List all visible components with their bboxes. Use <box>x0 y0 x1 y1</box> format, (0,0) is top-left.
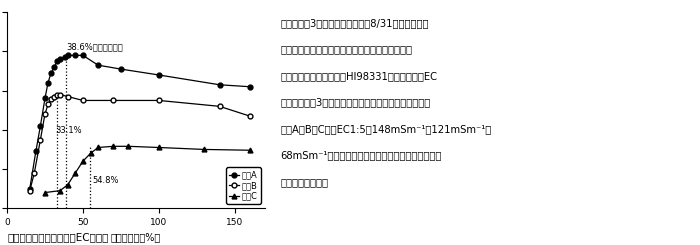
Text: を測定。測定3反復の平均値をプロット。供試土壌は、: を測定。測定3反復の平均値をプロット。供試土壌は、 <box>280 98 430 108</box>
Text: がペースト状になるまでは、ビニール袋内で土壌: がペースト状になるまでは、ビニール袋内で土壌 <box>280 45 412 55</box>
Text: 68mSm⁻¹、土壌分類が中粗粒グライ土、中粘粒褐色: 68mSm⁻¹、土壌分類が中粗粒グライ土、中粘粒褐色 <box>280 150 442 160</box>
Text: 土壌A、B、C順にEC1:5が148mSm⁻¹、121mSm⁻¹、: 土壌A、B、C順にEC1:5が148mSm⁻¹、121mSm⁻¹、 <box>280 124 491 134</box>
Legend: 土壌A, 土壌B, 土壌C: 土壌A, 土壌B, 土壌C <box>226 167 261 204</box>
Text: 岩手県沿岸3カ所の土壌を供試（8/31採取）。土壌: 岩手県沿岸3カ所の土壌を供試（8/31採取）。土壌 <box>280 18 429 28</box>
Text: を手で握った圧密条件でHI98331を用いて土壌EC: を手で握った圧密条件でHI98331を用いて土壌EC <box>280 71 438 81</box>
Text: 54.8%: 54.8% <box>92 176 119 185</box>
X-axis label: 土壌含水比（%）: 土壌含水比（%） <box>111 233 161 243</box>
Text: 33.1%: 33.1% <box>56 126 83 135</box>
Text: 低地土、黒泥土。: 低地土、黒泥土。 <box>280 177 328 187</box>
Text: 図２　土壌含水比と土壌ECの関係: 図２ 土壌含水比と土壌ECの関係 <box>7 233 108 243</box>
Text: 38.6%（塑性限界）: 38.6%（塑性限界） <box>66 42 123 51</box>
